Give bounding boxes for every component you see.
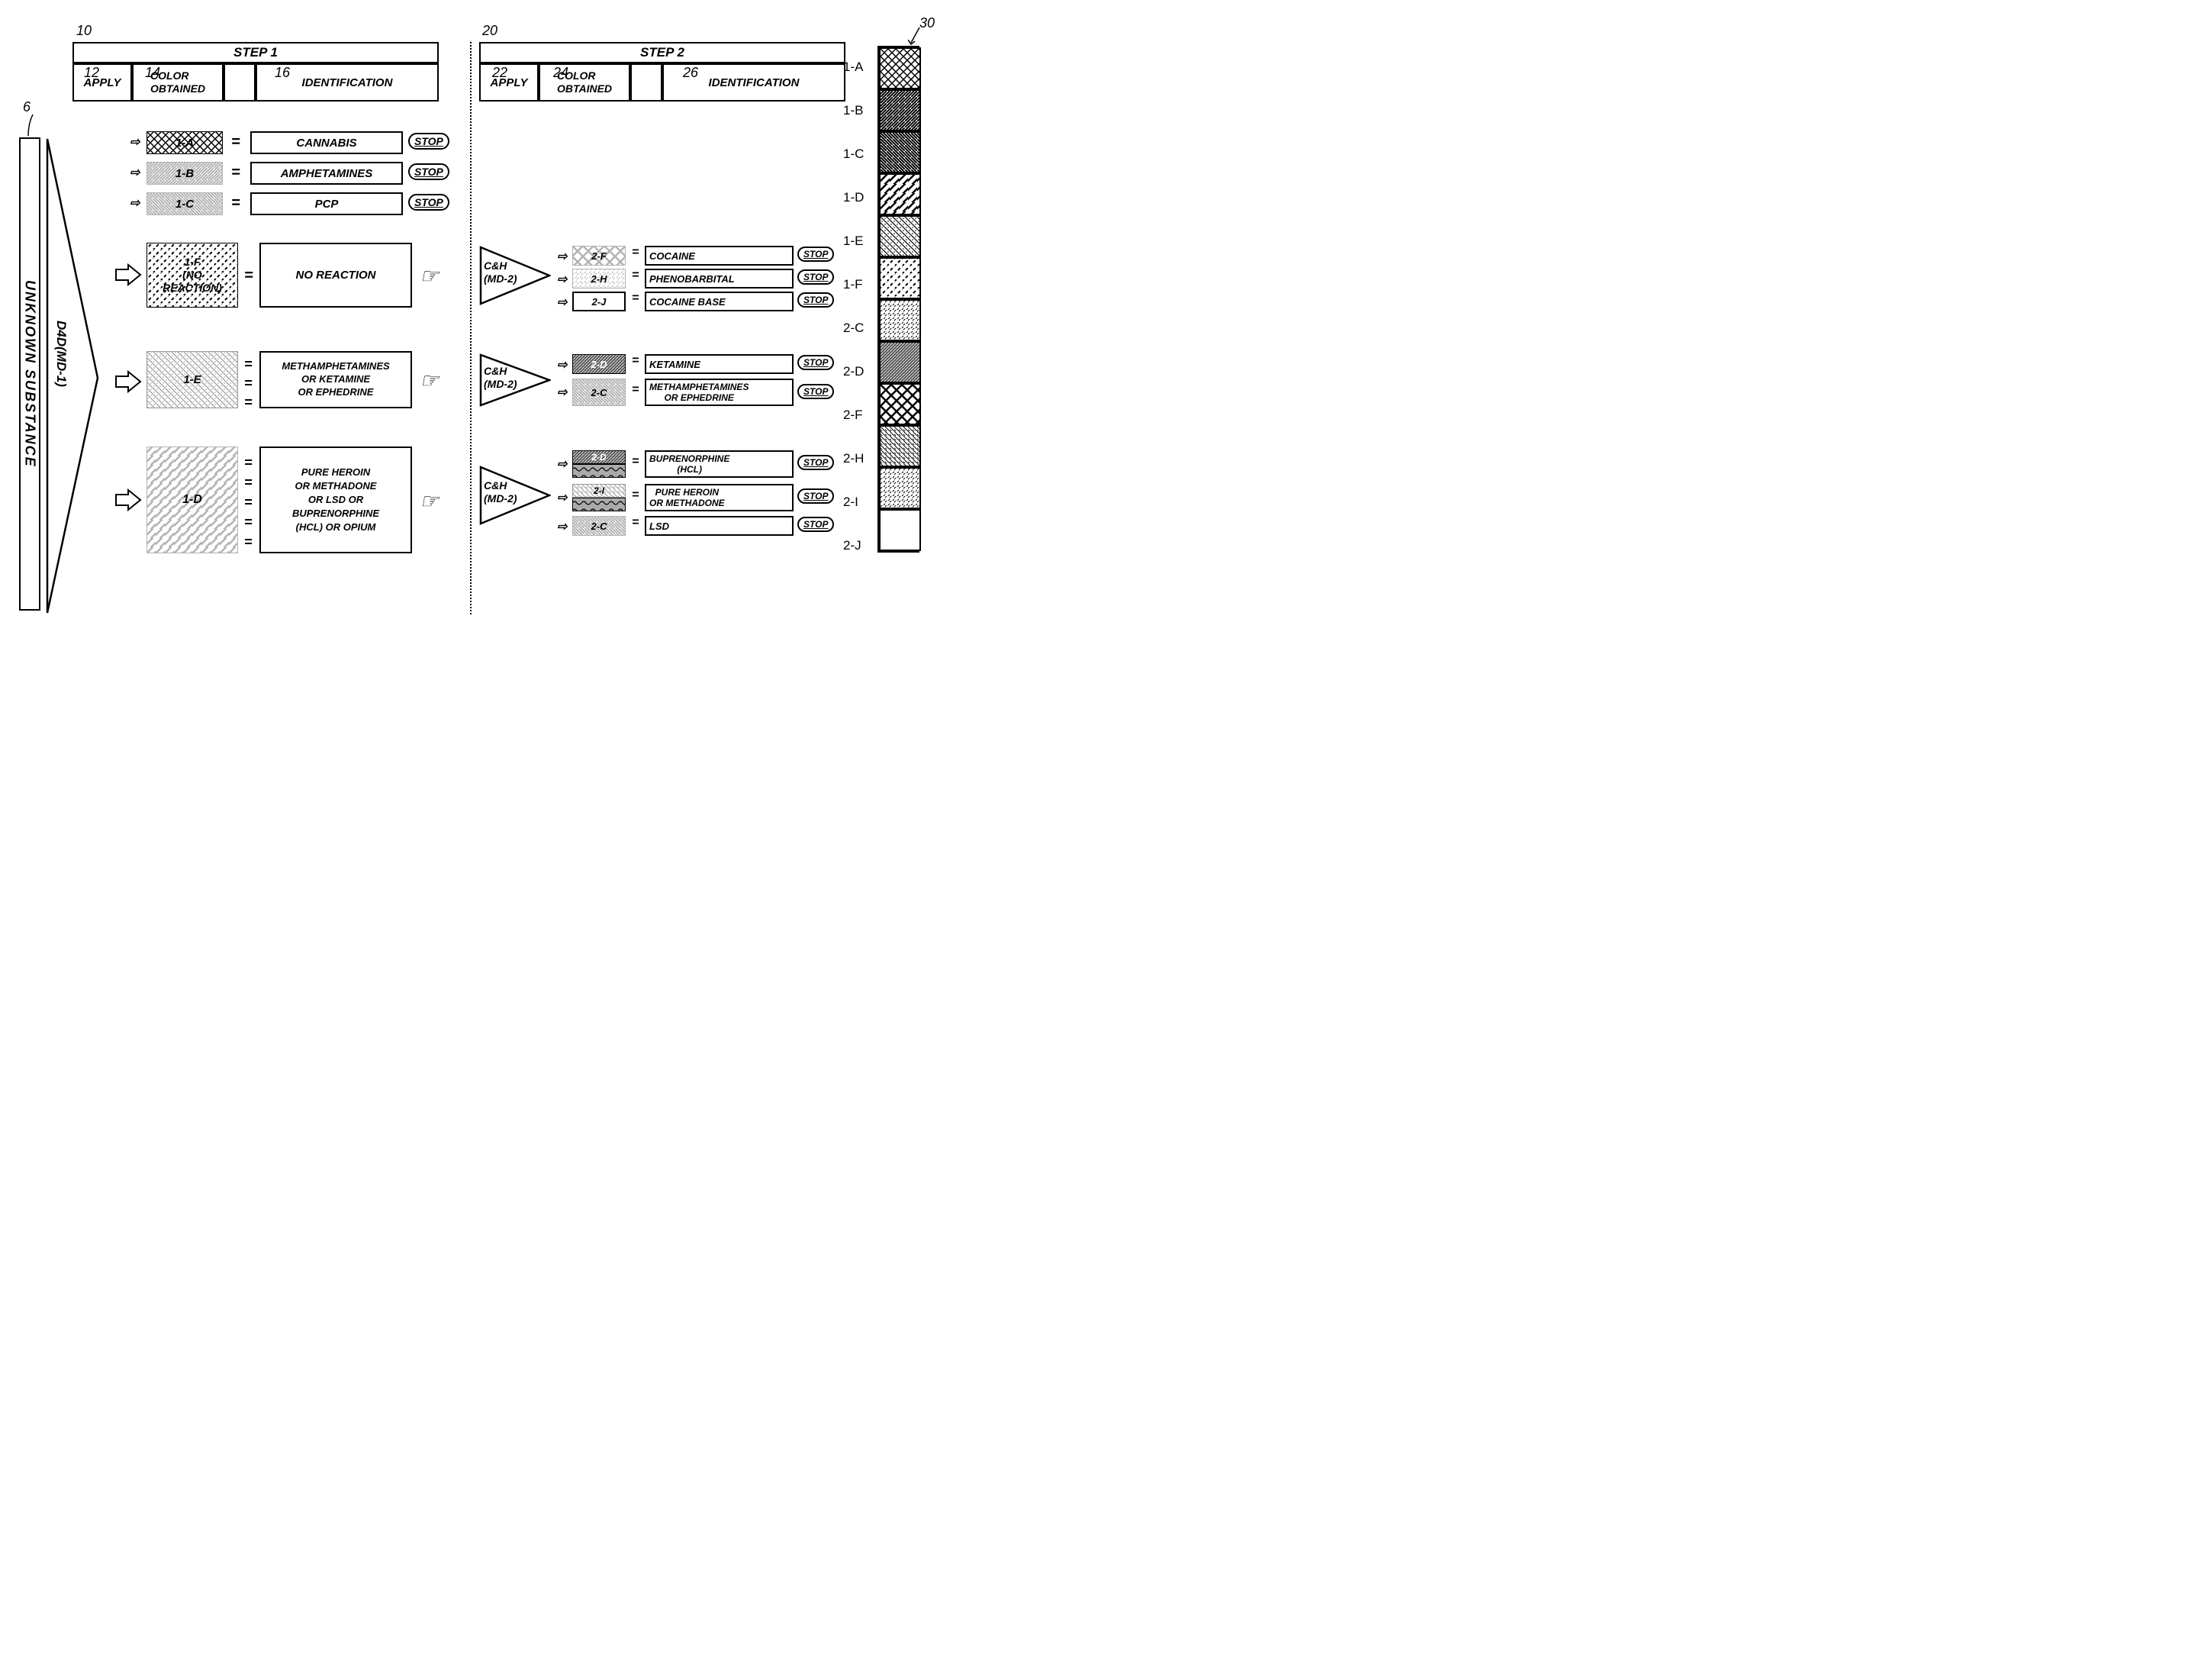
legend-1f: 1-F [843,277,863,292]
swatch-1f: 1-F (NO REACTION) [147,243,238,308]
legend-1e: 1-E [843,234,863,249]
step2-title: STEP 2 [479,42,845,63]
id-phenobarbital: PHENOBARBITAL [645,269,794,289]
stop-badge: STOP [408,133,449,150]
big-arrow-icon [114,263,142,286]
point-icon: ☞ [420,263,439,289]
id-cocaine: COCAINE [645,246,794,266]
step1-apply: APPLY [72,63,132,102]
id-heroin: PURE HEROIN OR METHADONE OR LSD OR BUPRE… [259,446,412,553]
id-meth: METHAMPHETAMINES OR KETAMINE OR EPHEDRIN… [259,351,412,408]
separator-line [470,42,472,614]
ref-22: 22 [492,65,507,81]
step1-title: STEP 1 [72,42,439,63]
ref-20: 20 [482,23,497,39]
id-pcp: PCP [250,192,403,215]
legend-2d: 2-D [843,364,864,379]
legend-2j: 2-J [843,538,861,553]
swatch-1d: 1-D [147,446,238,553]
big-arrow-icon [114,488,142,511]
legend-2c: 2-C [843,321,864,336]
point-icon: ☞ [420,488,439,514]
arrow-icon: ⇨ [130,195,140,211]
id-amphetamines: AMPHETAMINES [250,162,403,185]
swatch-1a: 1-A [147,131,223,154]
id-cannabis: CANNABIS [250,131,403,154]
ref-6: 6 [23,99,31,115]
step2-apply: APPLY [479,63,539,102]
id-lsd: LSD [645,516,794,536]
legend-1b: 1-B [843,103,863,118]
ref-24: 24 [553,65,568,81]
legend-column [877,46,919,553]
arrow-icon: ⇨ [130,165,140,180]
equals-icon: = [231,134,240,151]
id-cocaine-base: COCAINE BASE [645,292,794,311]
unknown-substance-label: UNKNOWN SUBSTANCE [22,280,38,468]
legend-1c: 1-C [843,147,864,162]
d4d-label: D4D(MD-1) [53,321,69,387]
legend-2h: 2-H [843,451,864,466]
legend-1d: 1-D [843,190,864,205]
ref-16: 16 [275,65,290,81]
ref-12: 12 [84,65,99,81]
swatch-1c: 1-C [147,192,223,215]
id-heroin2: PURE HEROIN OR METHADONE [645,484,794,511]
legend-1a: 1-A [843,60,863,75]
id-meth2: METHAMPHETAMINES OR EPHEDRINE [645,379,794,406]
legend-2f: 2-F [843,408,863,423]
arrow-icon: ⇨ [130,134,140,150]
id-noreaction: NO REACTION [259,243,412,308]
unknown-substance-box: UNKNOWN SUBSTANCE [19,137,40,611]
id-buprenorphine: BUPRENORPHINE (HCL) [645,450,794,478]
legend-2i: 2-I [843,495,858,510]
swatch-1b: 1-B [147,162,223,185]
ref-10: 10 [76,23,92,39]
point-icon: ☞ [420,368,439,393]
swatch-1e: 1-E [147,351,238,408]
step2-color: COLOR OBTAINED [539,63,630,102]
ref-26: 26 [683,65,698,81]
drug-test-flowchart: 6 UNKNOWN SUBSTANCE D4D(MD-1) 10 STEP 1 … [15,15,1045,702]
id-ketamine: KETAMINE [645,354,794,374]
ch-label: C&H (MD-2) [484,260,517,285]
ref-14: 14 [145,65,160,81]
big-arrow-icon [114,370,142,393]
